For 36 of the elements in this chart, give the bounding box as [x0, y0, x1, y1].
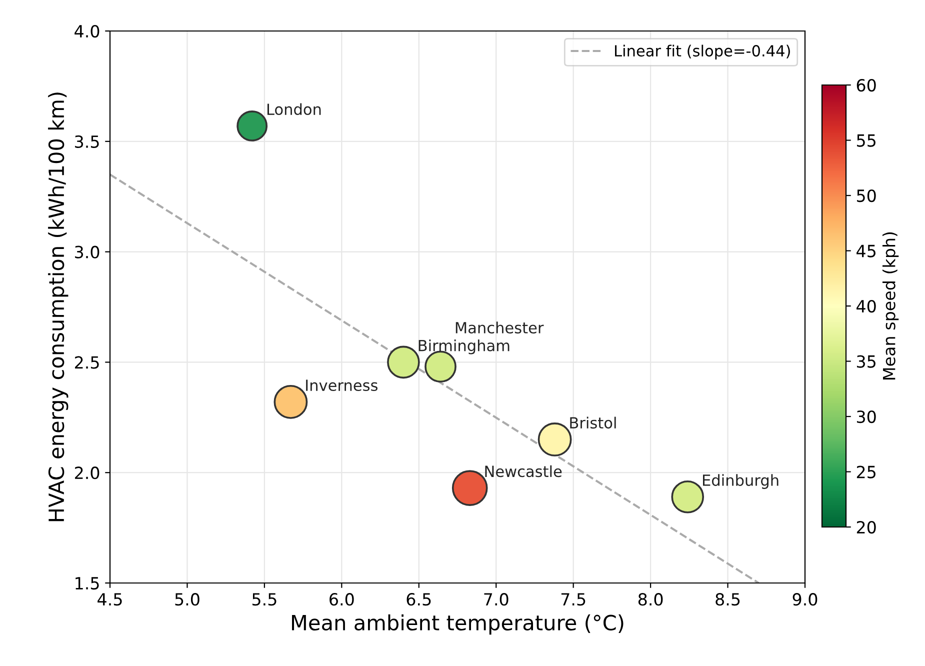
color-bar-label: 45 — [856, 244, 876, 258]
y-tick-label: 4.0 — [74, 24, 100, 38]
color-bar-label: 30 — [856, 410, 876, 424]
annotation: Bristol — [570, 416, 616, 429]
x-tick-label: 8.5 — [716, 593, 740, 606]
x-tick-label: 5.5 — [252, 593, 276, 606]
annotation: London — [267, 103, 321, 116]
x-tick-label: 4.5 — [98, 593, 122, 606]
color-bar-label: 25 — [856, 466, 876, 478]
x-tick-label: 8.0 — [638, 593, 663, 606]
annotation: Inverness — [306, 380, 378, 392]
y-axis-title: HVAC energy consumption (kWh/100 km) — [48, 92, 68, 522]
annotation: Manchester — [456, 322, 544, 334]
annotation: Newcastle — [485, 465, 562, 478]
y-tick-label: 1.5 — [76, 577, 99, 590]
x-tick-label: 6.0 — [330, 593, 354, 606]
color-bar-label: 60 — [856, 78, 876, 92]
x-tick-label: 7.0 — [484, 593, 508, 606]
annotation: Birmingham — [418, 339, 510, 354]
x-tick-label: 6.5 — [406, 593, 431, 606]
legend-label: Linear fit (slope=-0.44) — [615, 44, 790, 60]
color-bar-label: 50 — [857, 189, 876, 202]
y-tick-label: 2.5 — [74, 356, 99, 369]
color-bar-title: Mean speed (kph) — [882, 232, 899, 380]
x-tick-label: 5.0 — [175, 593, 200, 606]
color-bar-label: 55 — [857, 134, 876, 147]
x-tick-label: 9.0 — [792, 593, 818, 606]
y-tick-label: 3.0 — [75, 246, 100, 258]
y-tick-label: 3.5 — [75, 135, 99, 148]
x-tick-label: 7.5 — [561, 593, 586, 606]
y-tick-label: 2.0 — [74, 466, 100, 480]
annotation: Edinburgh — [703, 474, 778, 489]
color-bar-label: 35 — [856, 355, 876, 368]
x-axis-title: Mean ambient temperature (°C) — [292, 614, 624, 635]
color-bar-label: 20 — [856, 520, 876, 534]
color-bar-label: 40 — [856, 300, 876, 313]
